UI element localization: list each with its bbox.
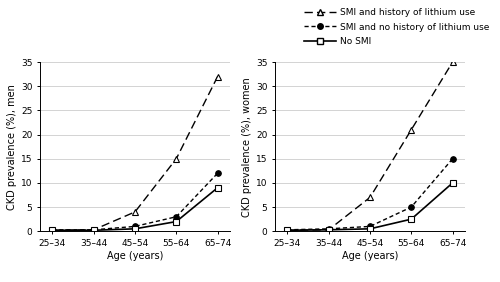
X-axis label: Age (years): Age (years) [342, 251, 398, 261]
Y-axis label: CKD prevalence (%), men: CKD prevalence (%), men [6, 84, 16, 210]
Y-axis label: CKD prevalence (%), women: CKD prevalence (%), women [242, 77, 252, 217]
X-axis label: Age (years): Age (years) [107, 251, 163, 261]
Legend: SMI and history of lithium use, SMI and no history of lithium use, No SMI: SMI and history of lithium use, SMI and … [303, 7, 490, 47]
